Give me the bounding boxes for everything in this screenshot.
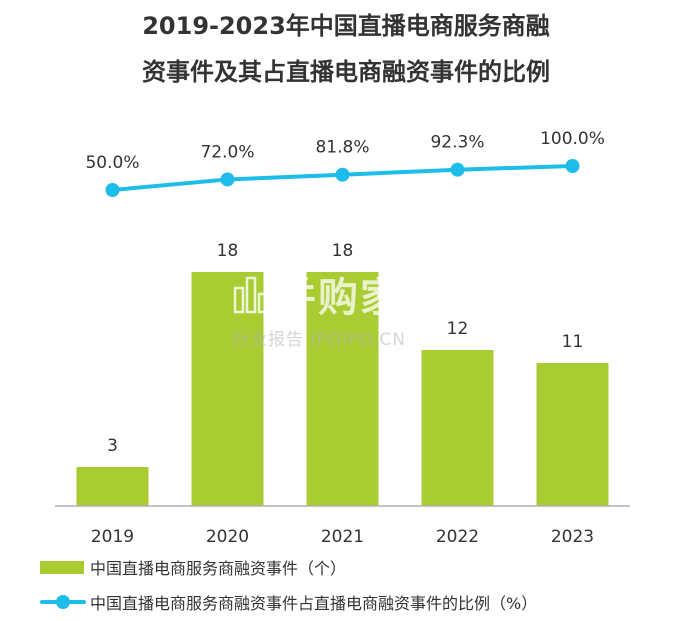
bar-label-2020: 18: [217, 241, 239, 261]
legend-bar-label: 中国直播电商服务商融资事件（个）: [90, 559, 347, 578]
ratio-label-2019: 50.0%: [85, 153, 139, 173]
ratio-label-2022: 92.3%: [430, 133, 484, 153]
bar-label-2022: 12: [447, 319, 469, 339]
bar-label-2019: 3: [107, 436, 118, 456]
chart-title-line2: 资事件及其占直播电商融资事件的比例: [142, 58, 550, 86]
ratio-point-2023: [565, 159, 580, 173]
ratio-point-2019: [105, 183, 120, 197]
x-axis: 2019 2020 2021 2022 2023: [55, 505, 630, 547]
bar-2020: [191, 272, 264, 506]
x-tick-label-2022: 2022: [436, 527, 479, 547]
ratio-point-2021: [335, 167, 350, 182]
bar-label-2021: 18: [332, 241, 354, 261]
bar-label-2023: 11: [562, 332, 584, 352]
ratio-point-2020: [220, 172, 235, 187]
bar-2023: [536, 363, 609, 506]
legend-bar-swatch: [40, 560, 84, 574]
legend-line-swatch: [40, 595, 86, 609]
legend-item-line: 中国直播电商服务商融资事件占直播电商融资事件的比例（%）: [40, 590, 537, 614]
ratio-label-2020: 72.0%: [200, 142, 254, 162]
bar-2019: [76, 467, 149, 506]
ratio-label-2023: 100.0%: [540, 129, 605, 149]
chart-title-line1: 2019-2023年中国直播电商服务商融: [142, 12, 550, 40]
x-tick-label-2019: 2019: [91, 527, 134, 547]
legend-item-bar: 中国直播电商服务商融资事件（个）: [40, 555, 346, 579]
ratio-line-layer: 50.0% 72.0% 81.8% 92.3% 100.0%: [85, 129, 605, 197]
bar-2021: [306, 272, 379, 506]
bars-layer: 3 18 18 12 11: [76, 241, 609, 506]
x-tick-label-2020: 2020: [206, 527, 249, 547]
x-tick-label-2023: 2023: [551, 527, 594, 547]
legend-line-label: 中国直播电商服务商融资事件占直播电商融资事件的比例（%）: [90, 594, 538, 613]
ratio-label-2021: 81.8%: [315, 138, 369, 158]
x-tick-label-2021: 2021: [321, 527, 364, 547]
bar-2022: [421, 350, 494, 506]
ratio-point-2022: [450, 162, 465, 177]
